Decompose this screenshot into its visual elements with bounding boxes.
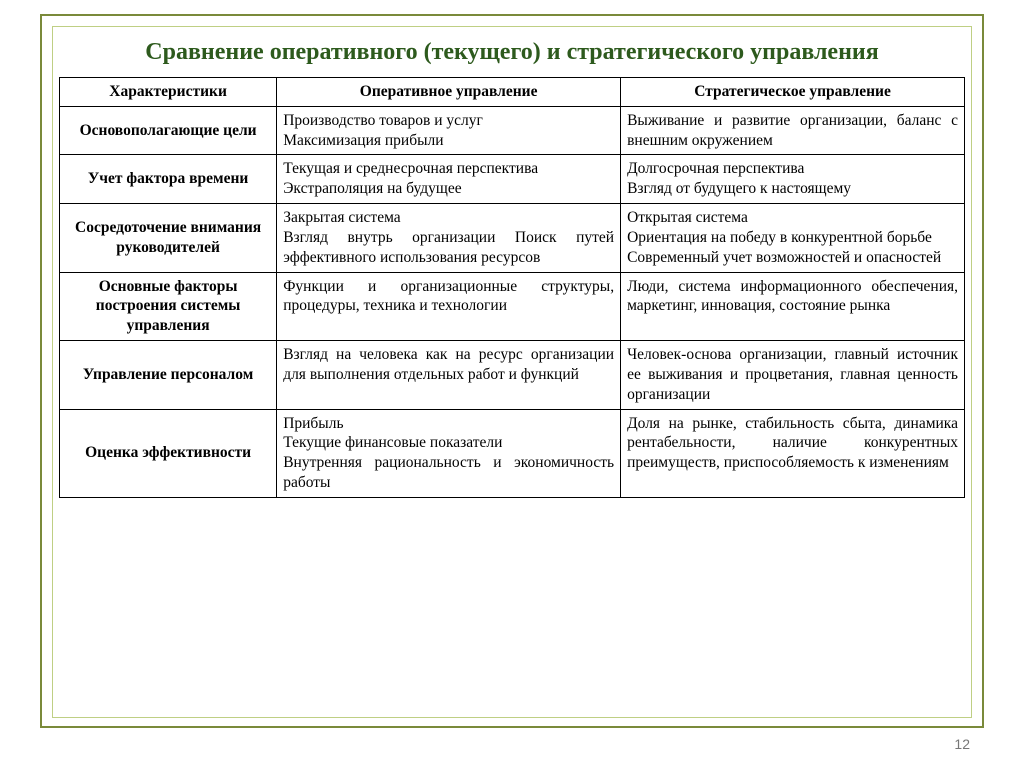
table-row: Оценка эффективностиПрибыльТекущие финан… [60,409,965,497]
col-header-strategic: Стратегическое управление [621,78,965,107]
comparison-table: Характеристики Оперативное управление Ст… [59,77,965,498]
cell-operational: Текущая и среднесрочная перспективаЭкстр… [277,155,621,204]
row-label: Оценка эффективности [60,409,277,497]
cell-line: Человек-основа организации, главный исто… [627,345,958,404]
table-row: Сосредоточение внимания руководителейЗак… [60,204,965,272]
cell-line: Открытая система [627,208,958,228]
cell-line: Текущие финансовые показатели [283,433,614,453]
cell-line: Текущая и среднесрочная перспектива [283,159,614,179]
cell-strategic: Доля на рынке, стабильность сбыта, динам… [621,409,965,497]
col-header-operational: Оперативное управление [277,78,621,107]
table-row: Управление персоналомВзгляд на человека … [60,341,965,409]
cell-line: Внутренняя рациональность и экономичност… [283,453,614,493]
table-row: Основные факторы построения системы упра… [60,272,965,340]
slide-frame-outer: Сравнение оперативного (текущего) и стра… [40,14,984,728]
cell-line: Экстраполяция на будущее [283,179,614,199]
cell-line: Прибыль [283,414,614,434]
cell-line: Долгосрочная перспектива [627,159,958,179]
cell-line: Ориентация на победу в конкурентной борь… [627,228,958,248]
cell-line: Закрытая система [283,208,614,228]
cell-operational: ПрибыльТекущие финансовые показателиВнут… [277,409,621,497]
cell-strategic: Долгосрочная перспективаВзгляд от будуще… [621,155,965,204]
cell-strategic: Открытая системаОриентация на победу в к… [621,204,965,272]
table-header: Характеристики Оперативное управление Ст… [60,78,965,107]
row-label: Основные факторы построения системы упра… [60,272,277,340]
row-label: Учет фактора времени [60,155,277,204]
cell-strategic: Человек-основа организации, главный исто… [621,341,965,409]
row-label: Основополагающие цели [60,106,277,155]
slide-frame-inner: Сравнение оперативного (текущего) и стра… [52,26,972,718]
cell-operational: Производство товаров и услугМаксимизация… [277,106,621,155]
cell-line: Доля на рынке, стабильность сбыта, динам… [627,414,958,473]
cell-line: Производство товаров и услуг [283,111,614,131]
cell-line: Взгляд внутрь организации Поиск путей эф… [283,228,614,268]
col-header-characteristics: Характеристики [60,78,277,107]
cell-line: Функции и организационные структуры, про… [283,277,614,317]
table-row: Учет фактора времениТекущая и среднесроч… [60,155,965,204]
table-body: Основополагающие целиПроизводство товаро… [60,106,965,497]
row-label: Управление персоналом [60,341,277,409]
cell-operational: Функции и организационные структуры, про… [277,272,621,340]
row-label: Сосредоточение внимания руководителей [60,204,277,272]
cell-operational: Закрытая системаВзгляд внутрь организаци… [277,204,621,272]
cell-line: Максимизация прибыли [283,131,614,151]
table-row: Основополагающие целиПроизводство товаро… [60,106,965,155]
cell-strategic: Выживание и развитие организации, баланс… [621,106,965,155]
cell-operational: Взгляд на человека как на ресурс организ… [277,341,621,409]
slide-title: Сравнение оперативного (текущего) и стра… [67,37,957,67]
cell-line: Современный учет возможностей и опасност… [627,248,958,268]
cell-line: Выживание и развитие организации, баланс… [627,111,958,151]
cell-strategic: Люди, система информационного обеспечени… [621,272,965,340]
cell-line: Взгляд на человека как на ресурс организ… [283,345,614,385]
page-number: 12 [954,736,970,752]
cell-line: Люди, система информационного обеспечени… [627,277,958,317]
cell-line: Взгляд от будущего к настоящему [627,179,958,199]
